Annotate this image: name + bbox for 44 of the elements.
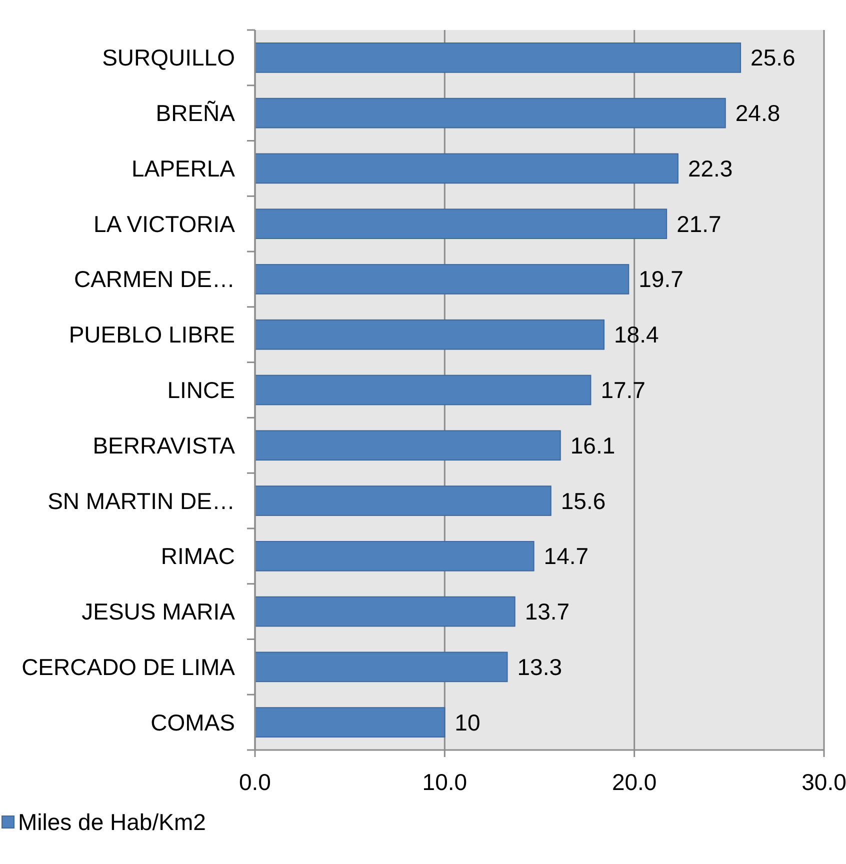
bar (254, 319, 604, 350)
bar (254, 98, 726, 128)
data-label: 24.8 (735, 100, 780, 126)
y-tick-label: LA VICTORIA (94, 210, 236, 237)
x-tick-label: 30.0 (802, 769, 846, 795)
y-tick-label: COMAS (150, 709, 235, 736)
bar (254, 596, 516, 627)
x-tick-label: 10.0 (422, 769, 468, 795)
data-label: 15.6 (560, 488, 606, 514)
y-tick-label: RIMAC (160, 543, 235, 570)
legend-label: Miles de Hab/Km2 (18, 809, 206, 835)
data-label: 10 (454, 709, 480, 736)
data-label: 17.7 (600, 377, 646, 403)
y-tick-label: PUEBLO LIBRE (68, 322, 235, 348)
bar (254, 208, 668, 240)
bar (254, 374, 592, 406)
y-tick-label: SURQUILLO (102, 44, 235, 71)
data-label: 18.4 (614, 322, 659, 348)
data-label: 16.1 (570, 432, 616, 458)
data-label: 14.7 (544, 543, 589, 570)
data-label: 13.7 (524, 598, 570, 625)
data-label: 19.7 (638, 266, 684, 292)
data-label: 13.3 (517, 654, 562, 680)
y-tick-label: CARMEN DE… (74, 266, 235, 292)
y-tick-label: SN MARTIN DE… (48, 488, 235, 514)
y-tick-label: LINCE (167, 377, 235, 403)
y-tick-label: JESUS MARIA (82, 598, 236, 625)
y-tick-label: CERCADO DE LIMA (22, 654, 236, 680)
bar (254, 486, 552, 516)
bar (254, 430, 561, 461)
bar (254, 264, 630, 294)
data-label: 25.6 (750, 44, 796, 71)
bar (254, 540, 534, 572)
bar (254, 42, 742, 73)
y-tick-label: LAPERLA (131, 155, 236, 182)
y-tick-label: BREÑA (156, 100, 236, 126)
x-tick-label: 20.0 (612, 769, 657, 795)
data-label: 21.7 (676, 210, 722, 237)
bar (254, 153, 678, 184)
data-label: 22.3 (688, 155, 733, 182)
bar (254, 707, 446, 738)
bar (254, 652, 508, 682)
y-tick-label: BERRAVISTA (92, 432, 236, 458)
x-tick-label: 0.0 (239, 769, 271, 795)
